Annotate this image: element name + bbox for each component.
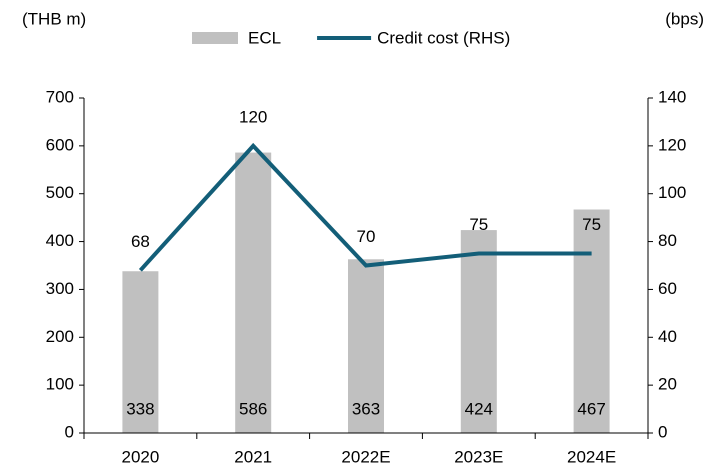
- line-value-label: 75: [469, 215, 488, 234]
- y-tick-label: 300: [46, 279, 74, 298]
- y2-tick-label: 60: [658, 279, 677, 298]
- y-axis-label: (THB m): [22, 9, 86, 28]
- x-tick-label: 2023E: [454, 447, 503, 466]
- y2-tick-label: 100: [658, 183, 686, 202]
- y2-tick-label: 0: [658, 422, 667, 441]
- line-value-label: 70: [357, 227, 376, 246]
- y-tick-label: 400: [46, 231, 74, 250]
- line-value-label: 120: [239, 107, 267, 126]
- y2-tick-label: 80: [658, 231, 677, 250]
- line-value-label: 75: [582, 215, 601, 234]
- y2-tick-label: 120: [658, 135, 686, 154]
- bar: [573, 209, 610, 433]
- bar: [348, 259, 384, 433]
- bar-value-label: 338: [126, 399, 154, 418]
- x-tick-label: 2021: [234, 447, 272, 466]
- bar-value-label: 424: [465, 399, 493, 418]
- y-tick-label: 100: [46, 375, 74, 394]
- y-tick-label: 600: [46, 135, 74, 154]
- y2-axis-label: (bps): [665, 9, 704, 28]
- y-tick-label: 700: [46, 87, 74, 106]
- legend-label: ECL: [248, 28, 281, 47]
- bar-value-label: 586: [239, 399, 267, 418]
- x-tick-label: 2022E: [341, 447, 390, 466]
- legend-label: Credit cost (RHS): [377, 28, 510, 47]
- y2-tick-label: 40: [658, 327, 677, 346]
- line-value-label: 68: [131, 232, 150, 251]
- bar: [460, 230, 497, 433]
- bar-value-label: 467: [577, 399, 605, 418]
- bar-value-label: 363: [352, 399, 380, 418]
- y-tick-label: 500: [46, 183, 74, 202]
- y-tick-label: 200: [46, 327, 74, 346]
- line: [138, 142, 592, 272]
- y-tick-label: 0: [65, 422, 74, 441]
- y2-tick-label: 20: [658, 375, 677, 394]
- bar: [235, 152, 272, 434]
- bar: [122, 271, 159, 433]
- x-tick-label: 2024E: [567, 447, 616, 466]
- y2-tick-label: 140: [658, 87, 686, 106]
- legend-swatch: [192, 32, 238, 44]
- x-tick-label: 2020: [121, 447, 159, 466]
